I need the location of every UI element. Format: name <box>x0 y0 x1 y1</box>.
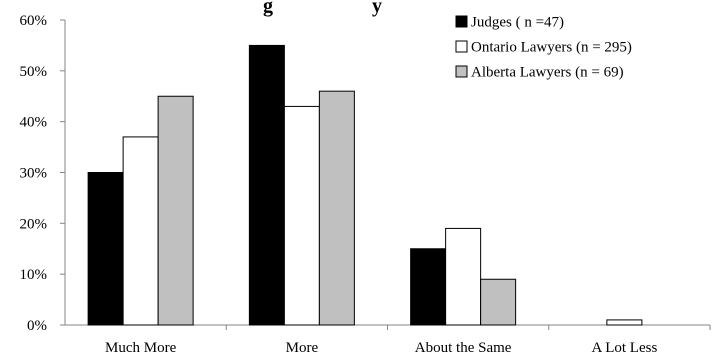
y-tick-label: 50% <box>20 64 48 80</box>
x-tick-label: Much More <box>105 340 177 356</box>
bar <box>283 105 320 326</box>
bar <box>122 136 159 326</box>
y-tick-label: 20% <box>20 216 48 232</box>
bar <box>410 248 447 326</box>
bar <box>157 95 194 326</box>
y-tick-label: 10% <box>20 267 48 283</box>
legend-label: Alberta Lawyers (n = 69) <box>471 65 624 81</box>
y-tick-label: 0% <box>27 318 47 334</box>
x-tick-label: A Lot Less <box>591 340 657 356</box>
legend-swatch <box>455 65 468 78</box>
chart-title-fragment-2: y <box>372 0 382 17</box>
y-tick-label: 40% <box>20 115 48 131</box>
bar <box>87 172 124 326</box>
legend: Judges ( n =47) Ontario Lawyers (n = 295)… <box>455 15 632 81</box>
bar <box>248 44 285 326</box>
legend-swatch <box>455 40 468 53</box>
chart-title-fragment: g <box>263 0 273 17</box>
y-tick-label: 30% <box>20 166 48 182</box>
legend-swatch <box>455 15 468 28</box>
plot-area: 0% 10% 20% 30% 40% 50% 60% Much More More About t… <box>20 13 711 356</box>
bar <box>445 227 482 326</box>
legend-label: Judges ( n =47) <box>471 15 564 31</box>
x-tick-label: About the Same <box>415 340 512 356</box>
bar <box>318 90 355 326</box>
bar <box>606 319 643 326</box>
x-tick-label: More <box>286 340 319 356</box>
legend-label: Ontario Lawyers (n = 295) <box>471 40 632 56</box>
y-tick-label: 60% <box>20 13 48 29</box>
bar <box>480 278 517 326</box>
